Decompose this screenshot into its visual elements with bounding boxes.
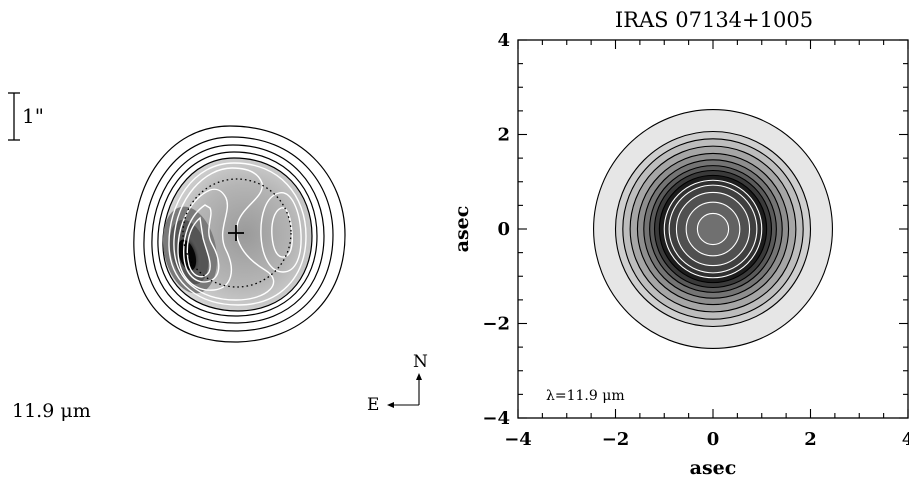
- compass-east-label: E: [367, 395, 379, 415]
- scale-bar-label: 1": [22, 104, 44, 128]
- observed-image-panel: 1": [0, 0, 440, 480]
- contour-ring-13: [696, 212, 730, 246]
- x-tick-label: 2: [804, 429, 817, 450]
- y-tick-label: 0: [497, 219, 510, 240]
- x-axis-label: asec: [690, 457, 737, 479]
- annotation-label: λ=11.9 μm: [546, 388, 625, 404]
- y-tick-label: −2: [482, 314, 510, 335]
- y-tick-label: 2: [497, 125, 510, 146]
- y-tick-label: 4: [497, 30, 510, 51]
- plot-frame: [517, 39, 909, 419]
- inner-contours: [168, 162, 307, 306]
- chart-title: IRAS 07134+1005: [615, 8, 813, 32]
- axis-ticks: −4 −2 0 2 4 −4 −2 0 2 4: [482, 30, 909, 450]
- scale-bar: 1": [8, 92, 44, 141]
- compass: N E: [367, 352, 428, 415]
- center-marker: [228, 225, 244, 241]
- model-rings: [593, 109, 833, 349]
- outer-contours: [133, 125, 346, 343]
- observed-image-svg: 1": [8, 92, 428, 422]
- x-tick-label: 0: [707, 429, 720, 450]
- compass-north-label: N: [413, 352, 428, 372]
- wavelength-label: 11.9 μm: [12, 400, 91, 422]
- model-chart-svg: IRAS 07134+1005 −4 −2 0 2 4 −4 −2 0 2 4 λ=11.9 μm…: [451, 8, 909, 479]
- model-image-panel: IRAS 07134+1005 −4 −2 0 2 4 −4 −2 0 2 4 λ=11.9 μm…: [440, 0, 909, 480]
- x-tick-label: −4: [504, 429, 532, 450]
- x-tick-label: −2: [602, 429, 630, 450]
- x-tick-label: 4: [902, 429, 909, 450]
- y-tick-label: −4: [482, 408, 510, 429]
- dotted-circle: [182, 178, 292, 288]
- y-axis-label: asec: [451, 206, 473, 253]
